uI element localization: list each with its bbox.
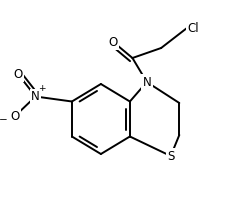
Text: N: N	[31, 90, 40, 103]
Text: O: O	[14, 68, 23, 81]
Text: O: O	[10, 110, 19, 123]
Text: O: O	[108, 35, 117, 49]
Text: +: +	[38, 84, 46, 93]
Text: −: −	[0, 114, 7, 125]
Text: Cl: Cl	[186, 22, 198, 34]
Text: S: S	[166, 149, 174, 163]
Text: N: N	[142, 75, 150, 89]
